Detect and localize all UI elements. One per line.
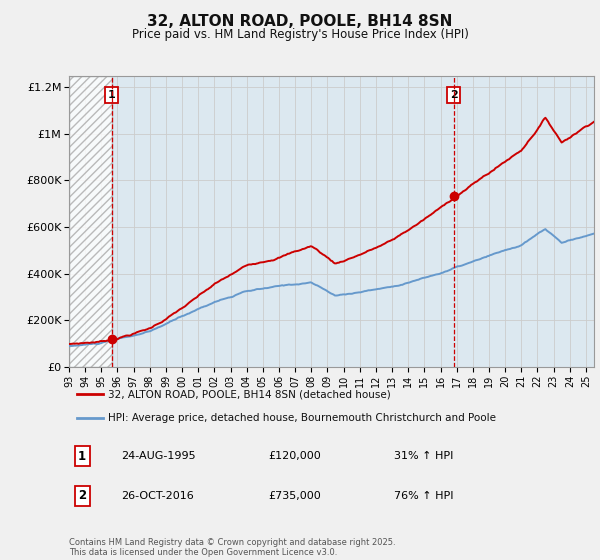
- Text: 1: 1: [78, 450, 86, 463]
- Text: 1: 1: [108, 90, 116, 100]
- Bar: [69, 76, 112, 367]
- Text: HPI: Average price, detached house, Bournemouth Christchurch and Poole: HPI: Average price, detached house, Bour…: [109, 413, 496, 423]
- Text: 2: 2: [450, 90, 458, 100]
- Text: 32, ALTON ROAD, POOLE, BH14 8SN: 32, ALTON ROAD, POOLE, BH14 8SN: [148, 14, 452, 29]
- Text: Contains HM Land Registry data © Crown copyright and database right 2025.
This d: Contains HM Land Registry data © Crown c…: [69, 538, 395, 557]
- Text: 32, ALTON ROAD, POOLE, BH14 8SN (detached house): 32, ALTON ROAD, POOLE, BH14 8SN (detache…: [109, 389, 391, 399]
- Text: Price paid vs. HM Land Registry's House Price Index (HPI): Price paid vs. HM Land Registry's House …: [131, 28, 469, 41]
- Text: 24-AUG-1995: 24-AUG-1995: [121, 451, 196, 461]
- Text: £735,000: £735,000: [269, 491, 321, 501]
- Text: £120,000: £120,000: [269, 451, 321, 461]
- Text: 26-OCT-2016: 26-OCT-2016: [121, 491, 194, 501]
- Text: 2: 2: [78, 489, 86, 502]
- Text: 31% ↑ HPI: 31% ↑ HPI: [395, 451, 454, 461]
- Text: 76% ↑ HPI: 76% ↑ HPI: [395, 491, 454, 501]
